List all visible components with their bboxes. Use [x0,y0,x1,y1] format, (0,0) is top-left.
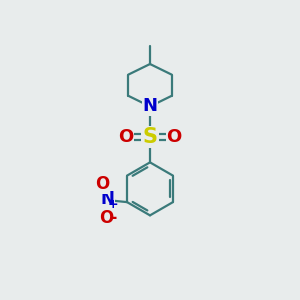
Text: -: - [110,209,118,227]
Text: S: S [142,127,158,147]
Text: N: N [101,190,115,208]
Text: O: O [99,209,114,227]
Text: +: + [107,198,118,211]
Text: O: O [95,176,109,194]
Text: O: O [167,128,182,146]
Text: O: O [118,128,134,146]
Text: N: N [142,98,158,116]
